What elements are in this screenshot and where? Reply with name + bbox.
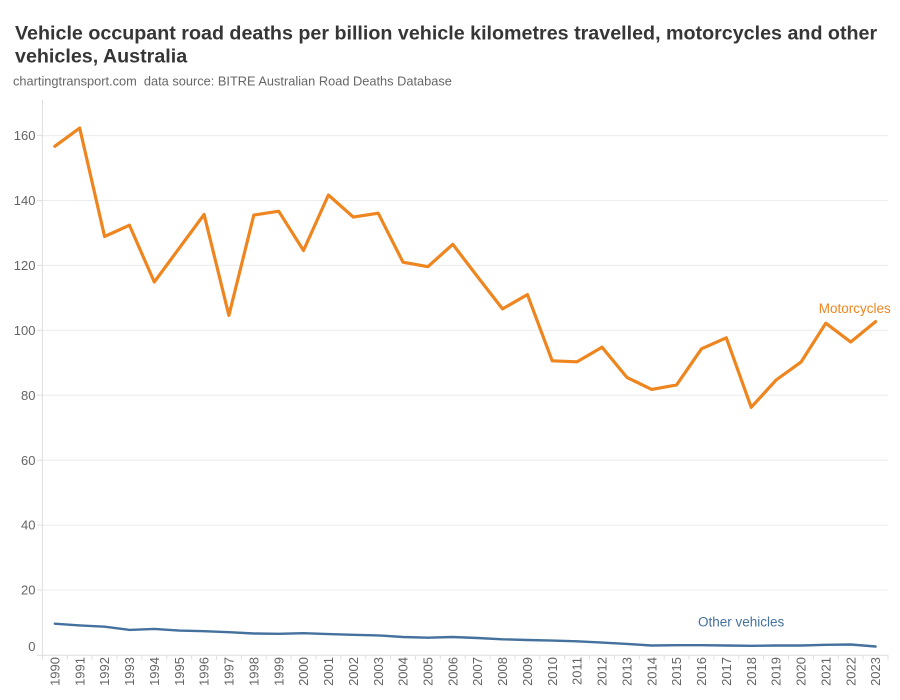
- svg-text:1997: 1997: [222, 657, 237, 686]
- svg-text:2007: 2007: [470, 657, 485, 686]
- svg-text:20: 20: [21, 583, 35, 598]
- svg-text:2014: 2014: [644, 657, 659, 686]
- svg-text:vehicles, Australia: vehicles, Australia: [15, 46, 188, 68]
- svg-text:1998: 1998: [246, 657, 261, 686]
- svg-text:1995: 1995: [172, 657, 187, 686]
- svg-text:2005: 2005: [421, 657, 436, 686]
- svg-text:2022: 2022: [843, 657, 858, 686]
- svg-text:Vehicle occupant road deaths p: Vehicle occupant road deaths per billion…: [15, 22, 877, 44]
- svg-text:1996: 1996: [197, 657, 212, 686]
- svg-text:Other vehicles: Other vehicles: [698, 614, 785, 629]
- svg-text:2021: 2021: [818, 657, 833, 686]
- svg-text:2006: 2006: [445, 657, 460, 686]
- svg-text:2002: 2002: [346, 657, 361, 686]
- svg-text:140: 140: [14, 193, 36, 208]
- svg-text:80: 80: [21, 388, 35, 403]
- svg-text:2011: 2011: [570, 657, 585, 685]
- svg-text:1993: 1993: [122, 657, 137, 686]
- svg-text:2016: 2016: [694, 657, 709, 686]
- svg-text:2019: 2019: [769, 657, 784, 686]
- svg-text:2008: 2008: [495, 657, 510, 686]
- svg-text:2023: 2023: [868, 657, 883, 686]
- svg-text:1992: 1992: [97, 657, 112, 686]
- svg-text:2018: 2018: [744, 657, 759, 686]
- svg-text:2009: 2009: [520, 657, 535, 686]
- svg-text:2000: 2000: [296, 657, 311, 686]
- svg-text:0: 0: [28, 639, 35, 654]
- svg-text:2013: 2013: [620, 657, 635, 686]
- svg-text:1991: 1991: [72, 657, 87, 686]
- svg-text:2012: 2012: [595, 657, 610, 686]
- svg-text:2020: 2020: [794, 657, 809, 686]
- svg-text:2001: 2001: [321, 657, 336, 686]
- svg-text:chartingtransport.com data so: chartingtransport.com data source: BITRE…: [13, 74, 452, 89]
- svg-text:120: 120: [14, 258, 36, 273]
- svg-text:160: 160: [14, 128, 36, 143]
- svg-text:100: 100: [14, 323, 36, 338]
- svg-text:2010: 2010: [545, 657, 560, 686]
- svg-text:60: 60: [21, 453, 35, 468]
- svg-text:2003: 2003: [371, 657, 386, 686]
- svg-text:1990: 1990: [47, 657, 62, 686]
- svg-text:2004: 2004: [396, 657, 411, 686]
- svg-text:1999: 1999: [271, 657, 286, 686]
- svg-text:Motorcycles: Motorcycles: [819, 301, 891, 316]
- svg-text:2017: 2017: [719, 657, 734, 686]
- svg-text:2015: 2015: [669, 657, 684, 686]
- svg-text:40: 40: [21, 518, 35, 533]
- svg-text:1994: 1994: [147, 657, 162, 686]
